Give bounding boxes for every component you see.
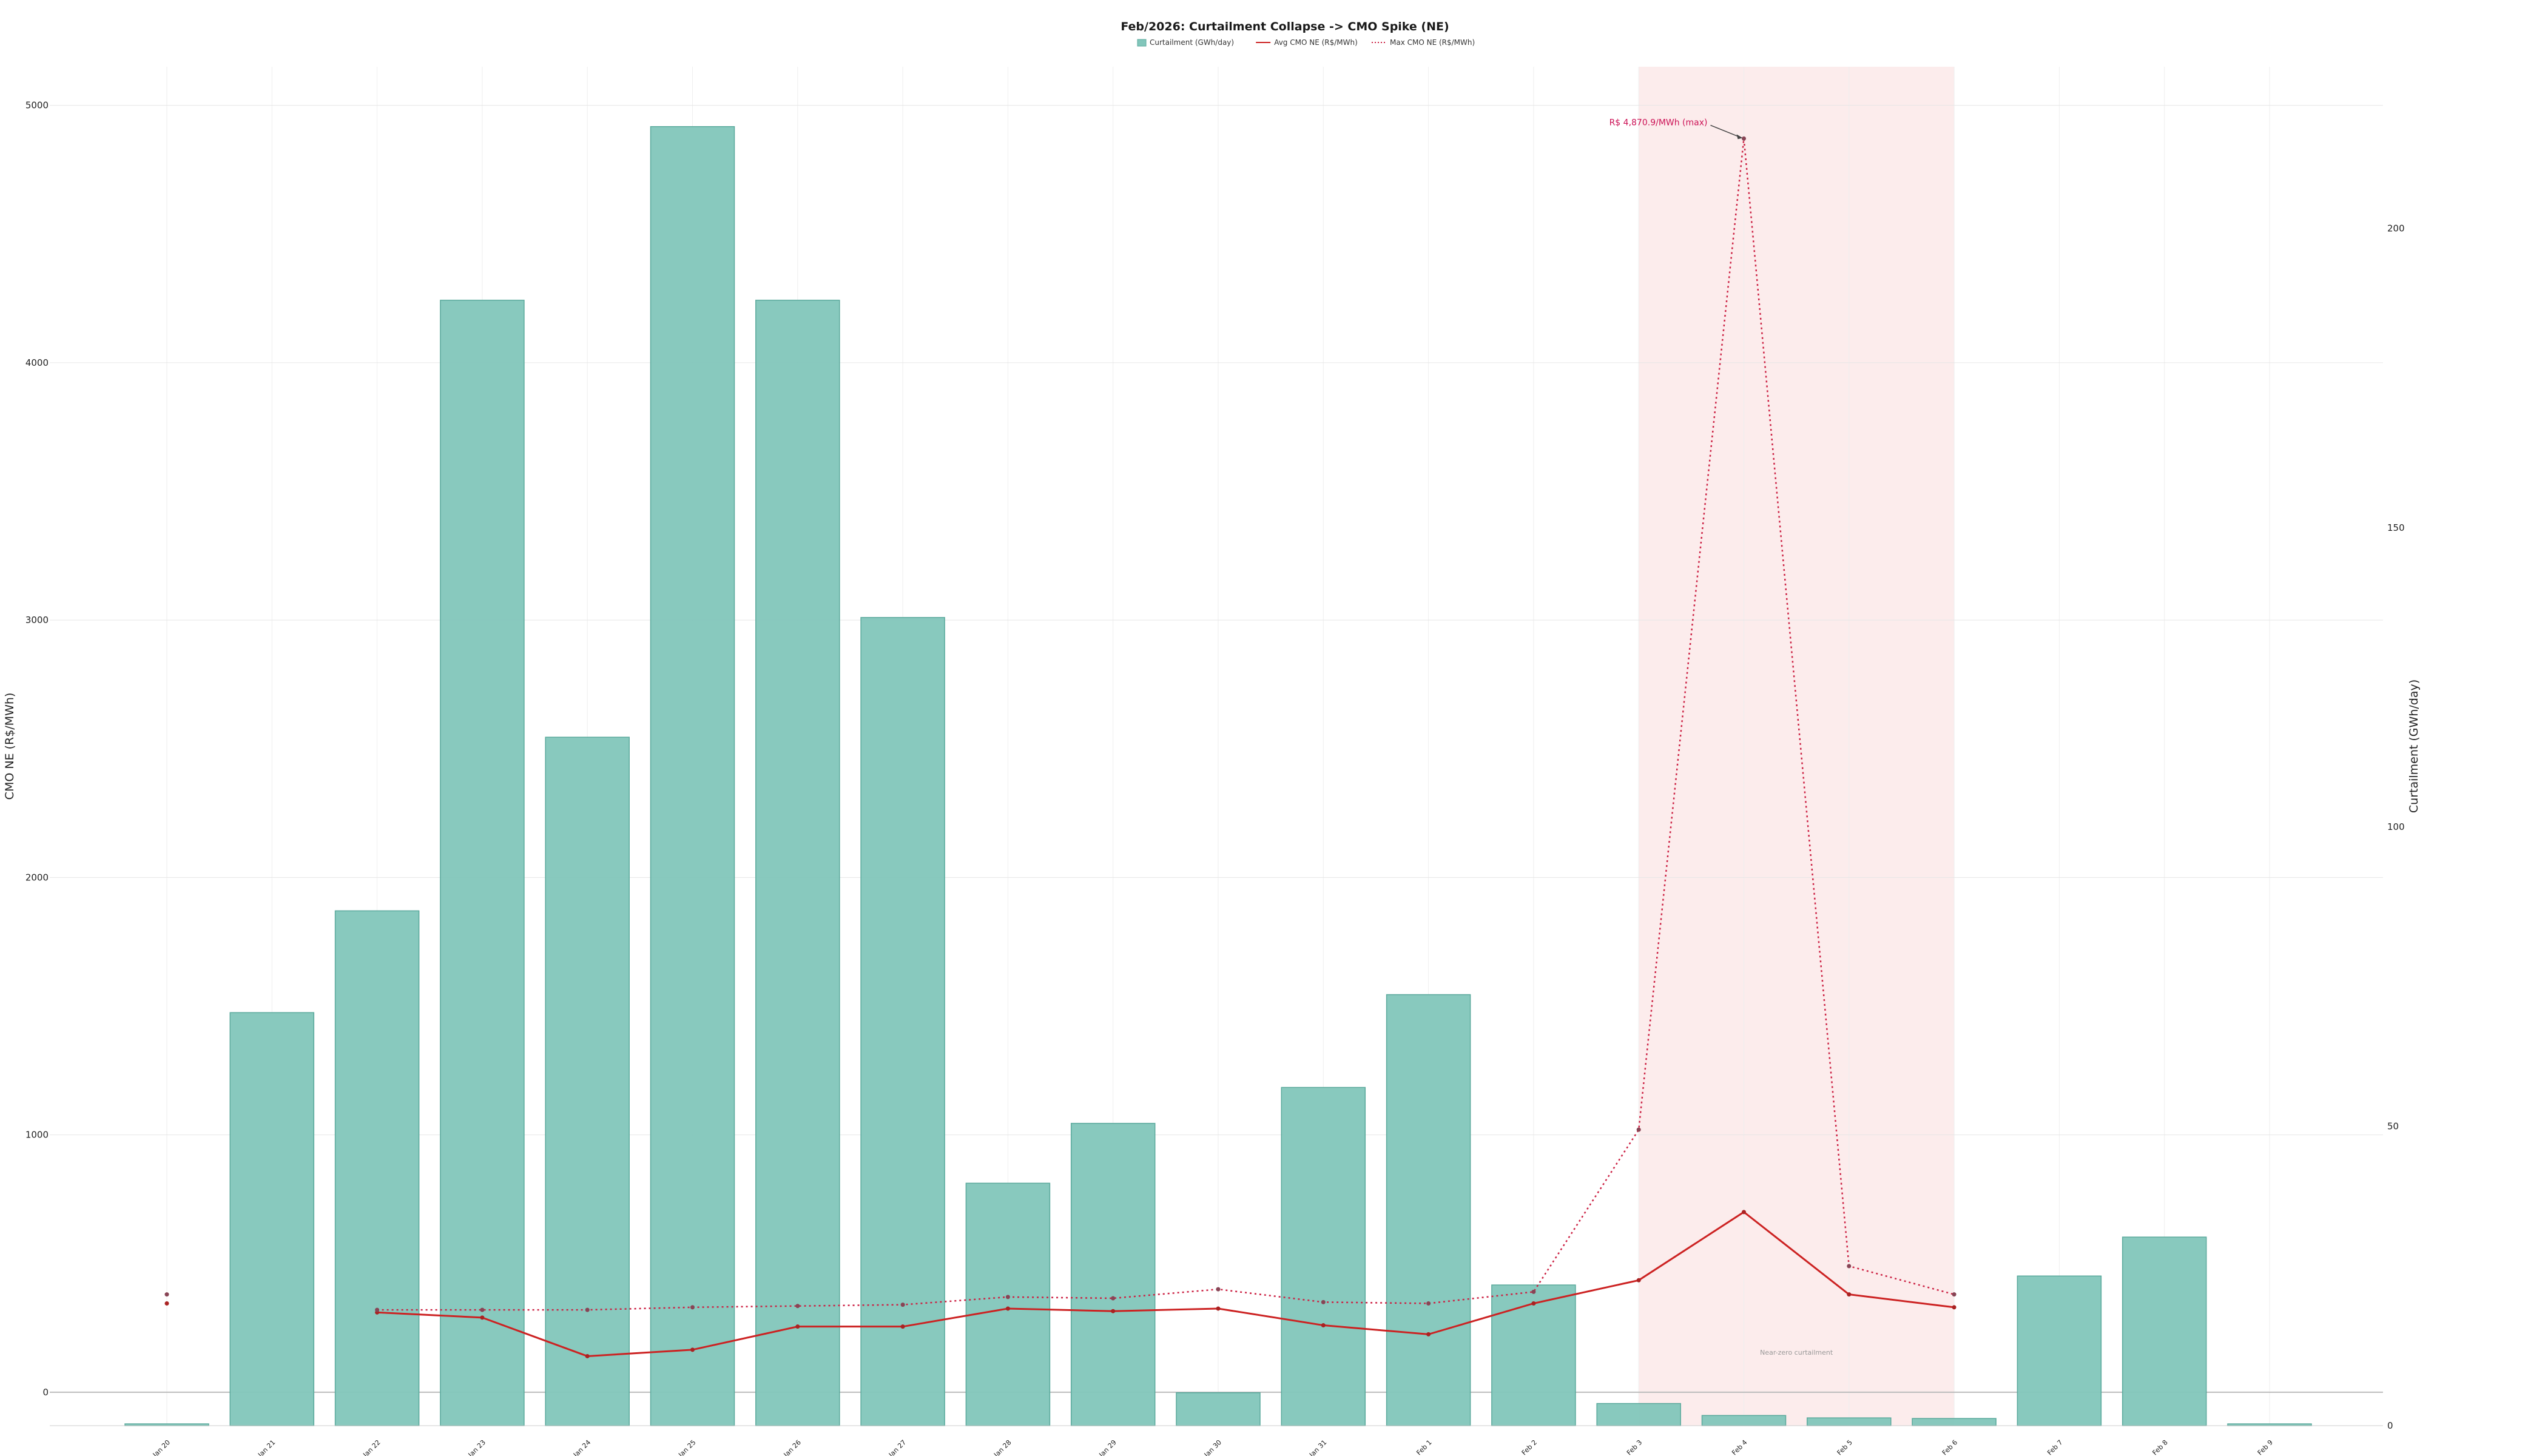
avg-cmo-line <box>377 1211 1955 1357</box>
curtailment-bar <box>650 126 735 1426</box>
y2-tick-label: 0 <box>2387 1420 2393 1431</box>
annotation-layer: R$ 4,870.9/MWh (max) <box>1609 118 1743 140</box>
max-cmo-point <box>1636 1127 1641 1132</box>
max-cmo-point <box>1216 1287 1221 1292</box>
curtailment-bar <box>1491 1284 1576 1426</box>
y-tick-label: 2000 <box>25 872 49 883</box>
max-cmo-point <box>1111 1296 1116 1301</box>
curtailment-bar <box>2122 1236 2207 1426</box>
curtailment-bar <box>1912 1418 1997 1426</box>
avg-cmo-point <box>1005 1306 1010 1311</box>
avg-cmo-point <box>1426 1332 1431 1336</box>
avg-cmo-point <box>795 1324 800 1329</box>
avg-cmo-point <box>1847 1292 1852 1297</box>
avg-cmo-point <box>480 1315 485 1320</box>
y-tick-label: 4000 <box>25 357 49 368</box>
annotation-arrow <box>1710 124 1739 138</box>
curtailment-bar <box>755 300 840 1426</box>
avg-cmo-point <box>164 1301 169 1306</box>
avg-cmo-point <box>1952 1305 1956 1310</box>
curtailment-bar <box>1807 1417 1892 1426</box>
highlight-layer: Near-zero curtailment <box>1639 67 1955 1426</box>
chart-title: Feb/2026: Curtailment Collapse -> CMO Sp… <box>1121 20 1449 33</box>
line-layer <box>164 136 1956 1358</box>
bar-layer <box>124 126 2312 1426</box>
max-cmo-point <box>1847 1264 1852 1269</box>
avg-cmo-point <box>1111 1309 1116 1313</box>
curtailment-bar <box>334 910 420 1426</box>
avg-cmo-point <box>1742 1210 1746 1215</box>
grid-layer <box>50 67 2383 1426</box>
highlight-label: Near-zero curtailment <box>1760 1349 1833 1357</box>
avg-cmo-point <box>1531 1301 1536 1306</box>
max-cmo-point <box>1952 1292 1956 1297</box>
avg-cmo-point <box>1216 1306 1221 1311</box>
legend-swatch-curtailment <box>1137 39 1147 47</box>
max-cmo-point <box>1531 1289 1536 1294</box>
y2-axis-title: Curtailment (GWh/day) <box>2407 679 2421 813</box>
avg-cmo-point <box>1321 1323 1326 1328</box>
highlight-band <box>1639 67 1955 1426</box>
curtailment-bar <box>1701 1415 1787 1426</box>
max-cmo-point <box>795 1304 800 1309</box>
y-tick-label: 1000 <box>25 1130 49 1141</box>
max-cmo-point <box>1742 136 1746 141</box>
curtailment-bar <box>545 736 630 1426</box>
avg-cmo-point <box>900 1324 905 1329</box>
curtailment-bar <box>2017 1275 2102 1426</box>
curtailment-bar <box>1386 994 1471 1426</box>
y2-tick-label: 50 <box>2387 1121 2399 1132</box>
curtailment-bar <box>1281 1087 1366 1426</box>
annotation-label: R$ 4,870.9/MWh (max) <box>1609 118 1708 127</box>
curtailment-bar <box>965 1182 1051 1426</box>
avg-cmo-point <box>1636 1278 1641 1282</box>
curtailment-bar <box>229 1012 315 1426</box>
avg-cmo-point <box>585 1353 590 1358</box>
y2-tick-label: 100 <box>2387 821 2405 832</box>
legend-label: Curtailment (GWh/day) <box>1150 38 1234 47</box>
max-cmo-point <box>375 1307 380 1312</box>
avg-cmo-point <box>690 1347 695 1352</box>
curtailment-bar <box>860 617 945 1426</box>
max-cmo-point <box>1321 1299 1326 1304</box>
curtailment-bar <box>1070 1122 1156 1426</box>
max-cmo-line <box>377 138 1955 1311</box>
curtailment-bar <box>1176 1392 1261 1426</box>
legend-label: Avg CMO NE (R$/MWh) <box>1274 38 1358 47</box>
max-cmo-point <box>585 1307 590 1312</box>
max-cmo-point <box>164 1292 169 1297</box>
legend: Curtailment (GWh/day) Avg CMO NE (R$/MWh)… <box>1137 38 1475 47</box>
y-tick-label: 0 <box>42 1387 49 1398</box>
y-tick-label: 3000 <box>25 615 49 625</box>
curtailment-bar <box>440 300 525 1426</box>
y2-tick-label: 200 <box>2387 223 2405 234</box>
max-cmo-point <box>1005 1295 1010 1299</box>
legend-label: Max CMO NE (R$/MWh) <box>1390 38 1475 47</box>
y-axis-title: CMO NE (R$/MWh) <box>3 693 16 800</box>
y2-tick-label: 150 <box>2387 522 2405 533</box>
max-cmo-point <box>690 1305 695 1310</box>
max-cmo-point <box>900 1303 905 1307</box>
curtailment-bar <box>1596 1403 1681 1426</box>
max-cmo-point <box>1426 1301 1431 1306</box>
max-cmo-point <box>480 1307 485 1312</box>
annotation-arrowhead <box>1736 134 1743 140</box>
y-tick-label: 5000 <box>25 100 49 111</box>
